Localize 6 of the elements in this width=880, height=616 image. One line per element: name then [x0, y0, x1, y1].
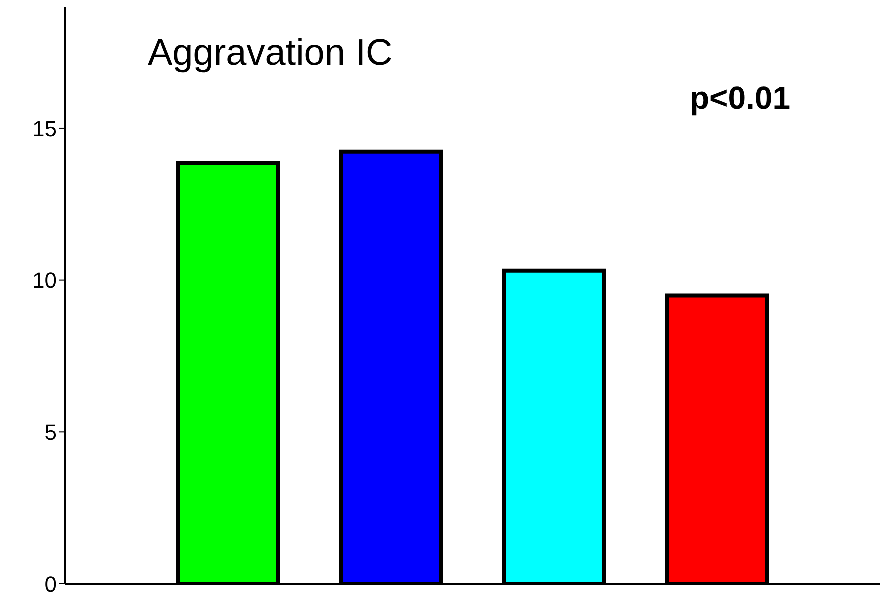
- y-tick-label: 5: [44, 420, 57, 445]
- y-tick-label: 10: [32, 268, 57, 294]
- y-tick-label: 15: [32, 116, 57, 142]
- y-tick-label: 0: [44, 572, 57, 597]
- annotation: p<0.01: [690, 80, 791, 117]
- text: Aggravation IC: [148, 32, 393, 74]
